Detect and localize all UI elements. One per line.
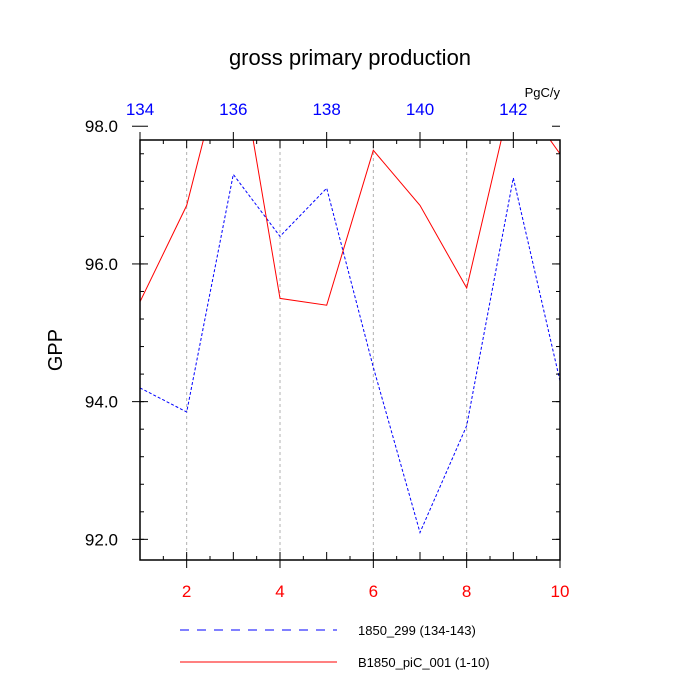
top-tick-label: 136 xyxy=(219,100,247,119)
plot-frame xyxy=(139,139,561,561)
units-label: PgC/y xyxy=(525,85,561,100)
y-tick-label: 92.0 xyxy=(85,530,118,549)
top-tick-label: 140 xyxy=(406,100,434,119)
y-tick-label: 96.0 xyxy=(85,255,118,274)
series-line-b1850-pic-001 xyxy=(140,140,560,306)
x-tick-label: 4 xyxy=(275,582,284,601)
y-axis-label: GPP xyxy=(45,329,67,371)
legend: 1850_299 (134-143) B1850_piC_001 (1-10) xyxy=(180,623,490,670)
x-tick-label: 6 xyxy=(369,582,378,601)
y-tick-label: 94.0 xyxy=(85,393,118,412)
series-line-1850-299 xyxy=(140,173,560,534)
grid-lines xyxy=(186,140,468,560)
y-tick-label: 98.0 xyxy=(85,117,118,136)
x-tick-label: 8 xyxy=(462,582,471,601)
chart-title: gross primary production xyxy=(229,45,471,70)
series-lines xyxy=(140,140,560,534)
axes: 2 4 6 8 10 134 136 138 140 142 92.0 94.0 96.0 98.0 xyxy=(85,100,570,601)
legend-label: B1850_piC_001 (1-10) xyxy=(358,655,490,670)
top-tick-label: 134 xyxy=(126,100,154,119)
top-tick-label: 138 xyxy=(312,100,340,119)
top-tick-label: 142 xyxy=(499,100,527,119)
legend-label: 1850_299 (134-143) xyxy=(358,623,476,638)
x-tick-label: 2 xyxy=(182,582,191,601)
x-tick-label: 10 xyxy=(551,582,570,601)
